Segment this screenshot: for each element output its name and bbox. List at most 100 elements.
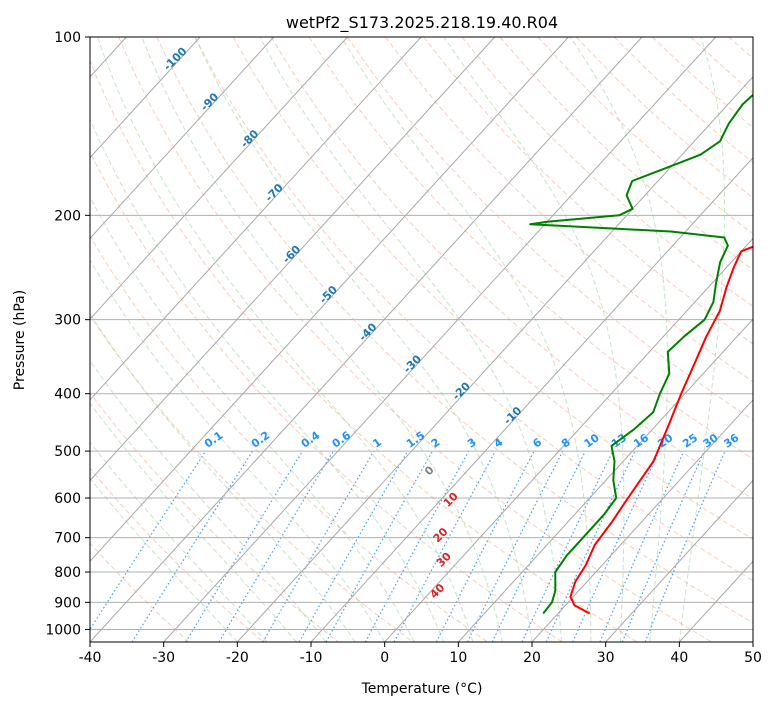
moist-adiabat-label: 0 xyxy=(422,463,437,478)
moist-adiabat xyxy=(96,37,474,642)
x-tick-label: -40 xyxy=(79,650,102,666)
dry-adiabat xyxy=(194,37,753,582)
mixing-ratio-label: 4 xyxy=(492,435,506,450)
mixing-ratio-label: 36 xyxy=(721,431,741,451)
y-tick-label: 700 xyxy=(54,531,81,547)
dry-adiabat xyxy=(346,37,753,421)
mixing-ratio-label: 0.2 xyxy=(249,429,272,451)
mixing-ratio-label: 6 xyxy=(530,435,544,450)
mixing-ratio-label: 25 xyxy=(680,431,700,450)
isotherm-label: -20 xyxy=(450,379,473,402)
y-axis-label: Pressure (hPa) xyxy=(12,290,28,390)
dry-adiabat xyxy=(232,37,753,540)
mixing-ratio-line xyxy=(491,450,586,642)
dry-adiabat xyxy=(90,391,339,642)
dry-adiabat xyxy=(90,150,563,642)
moist-adiabat xyxy=(570,37,668,642)
isotherm-gridline xyxy=(90,37,569,563)
mixing-ratio-line xyxy=(599,450,685,642)
mixing-ratio-label: 0.1 xyxy=(202,429,225,451)
isotherm-label: -60 xyxy=(280,242,303,265)
dry-adiabat xyxy=(90,59,638,642)
background-lines xyxy=(90,37,775,642)
mixing-ratio-label: 10 xyxy=(582,431,602,451)
moist-adiabat xyxy=(141,37,503,642)
mixing-ratio-label: 1 xyxy=(370,436,384,451)
isotherm-gridline xyxy=(457,318,753,642)
dry-adiabat xyxy=(156,37,753,624)
y-tick-label: 900 xyxy=(54,595,81,611)
dry-adiabat xyxy=(461,37,753,308)
isotherm-gridline xyxy=(90,37,496,482)
isotherm-gridline xyxy=(310,156,753,642)
isotherm-gridline xyxy=(90,37,348,320)
dry-adiabat xyxy=(728,37,753,60)
temperature-profile-line xyxy=(569,245,753,615)
moist-adiabat xyxy=(443,37,625,642)
dry-adiabat xyxy=(423,37,753,345)
isotherm-gridline xyxy=(90,37,201,159)
mixing-ratio-line xyxy=(185,450,304,642)
moist-adiabat xyxy=(90,359,327,642)
x-tick-label: -20 xyxy=(226,650,249,666)
dry-adiabat xyxy=(90,542,190,642)
moist-adiabat xyxy=(340,37,592,642)
mixing-ratio-line xyxy=(131,450,254,642)
isotherm-gridline xyxy=(163,37,717,642)
profile-lines xyxy=(529,93,753,615)
moist-adiabat xyxy=(259,37,562,642)
moist-adiabat xyxy=(194,37,533,642)
mixing-ratio-line xyxy=(393,450,496,642)
isotherm-label: -50 xyxy=(317,283,340,306)
y-tick-label: 200 xyxy=(54,208,81,224)
mixing-ratio-line xyxy=(644,450,726,642)
isotherm-gridline xyxy=(236,76,753,642)
dry-adiabat xyxy=(575,37,753,199)
x-tick-label: 50 xyxy=(744,650,762,666)
dry-adiabat xyxy=(308,37,753,460)
x-tick-label: 30 xyxy=(597,650,615,666)
moist-adiabat xyxy=(90,312,356,642)
x-axis: -40 -30 -20 -10 0 10 20 30 40 50 xyxy=(79,642,762,666)
y-tick-label: 1000 xyxy=(45,622,81,638)
y-tick-label: 500 xyxy=(54,444,81,460)
isotherm-gridline xyxy=(605,479,753,642)
isotherm-gridline xyxy=(90,37,643,642)
x-tick-label: 10 xyxy=(449,650,467,666)
x-tick-label: 0 xyxy=(380,650,389,666)
y-axis: 100 200 300 400 500 600 700 800 900 1000 xyxy=(45,30,90,638)
mixing-ratio-label: 3 xyxy=(465,436,479,451)
mixing-ratio-label: 1.5 xyxy=(404,429,427,451)
dry-adiabat xyxy=(90,314,414,642)
plot-frame xyxy=(89,36,754,643)
mixing-ratio-label: 30 xyxy=(701,431,721,451)
moist-adiabat xyxy=(90,117,445,642)
mixing-ratio-line xyxy=(364,450,470,642)
isotherm-gridline xyxy=(531,399,753,642)
isotherm-label: -90 xyxy=(198,90,221,113)
isotherm-label: -80 xyxy=(238,127,261,150)
dry-adiabat xyxy=(767,37,775,642)
isotherm-label: -40 xyxy=(356,320,379,343)
y-tick-label: 100 xyxy=(54,30,81,46)
dry-adiabat xyxy=(118,37,712,642)
dry-adiabat xyxy=(270,37,753,500)
dry-adiabat xyxy=(90,467,264,642)
y-tick-label: 800 xyxy=(54,565,81,581)
moist-adiabat xyxy=(90,195,415,642)
dry-adiabat xyxy=(537,37,753,235)
y-tick-label: 300 xyxy=(54,313,81,329)
x-tick-label: -10 xyxy=(300,650,323,666)
grid-lines xyxy=(90,37,753,642)
moist-adiabat-label: 40 xyxy=(427,581,447,601)
mixing-ratio-label: 0.6 xyxy=(330,429,354,451)
isotherm-gridline xyxy=(384,237,753,642)
moist-adiabat xyxy=(90,259,386,642)
isotherm-gridline xyxy=(90,37,275,240)
x-axis-label: Temperature (°C) xyxy=(361,681,483,697)
mixing-ratio-line xyxy=(572,450,660,642)
mixing-ratio-label: 0.4 xyxy=(299,429,323,451)
dry-adiabat xyxy=(385,37,753,383)
isotherm-gridline xyxy=(752,641,753,642)
